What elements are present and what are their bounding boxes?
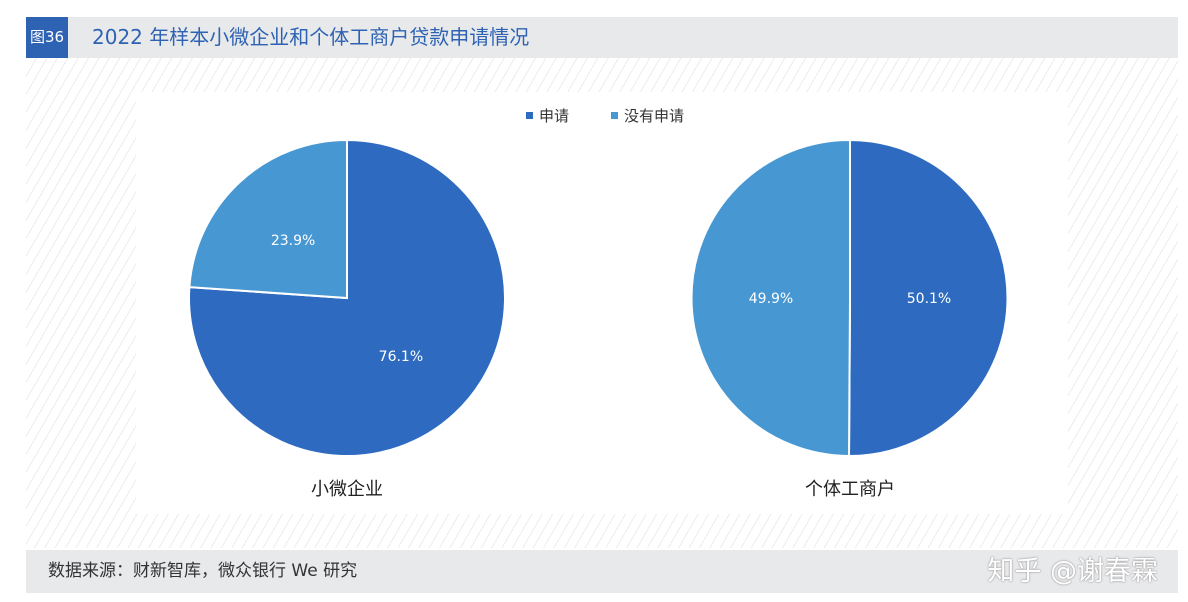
figure-number-badge: 图36	[26, 17, 68, 58]
legend-swatch	[611, 112, 618, 119]
slice-data-label: 50.1%	[907, 291, 951, 307]
legend-swatch	[526, 112, 533, 119]
legend-label: 没有申请	[624, 107, 684, 125]
pie-title: 小微企业	[311, 479, 383, 500]
slice-data-label: 23.9%	[271, 233, 315, 249]
pie-slice	[188, 138, 348, 300]
pie-charts: 申请 没有申请 76.1% 23.9% 小微企业 50.1% 49.9% 个体工商户	[188, 107, 1009, 500]
chart-area: 申请 没有申请 76.1% 23.9% 小微企业 50.1% 49.9% 个体工商户	[26, 58, 1178, 548]
slice-data-label: 49.9%	[749, 291, 793, 307]
figure-title: 2022 年样本小微企业和个体工商户贷款申请情况	[92, 25, 530, 49]
plot-area: 申请 没有申请 76.1% 23.9% 小微企业 50.1% 49.9% 个体工商户	[136, 92, 1068, 514]
pie-slice	[848, 138, 1009, 458]
figure-header: 图36 2022 年样本小微企业和个体工商户贷款申请情况	[26, 17, 1178, 58]
legend-label: 申请	[539, 107, 569, 125]
figure-footer: 数据来源：财新智库，微众银行 We 研究 知乎 @谢春霖	[26, 550, 1178, 593]
pie-slice	[690, 138, 851, 458]
slice-data-label: 76.1%	[379, 349, 423, 365]
data-source: 数据来源：财新智库，微众银行 We 研究	[48, 561, 358, 581]
watermark: 知乎 @谢春霖	[987, 556, 1158, 587]
pie-title: 个体工商户	[805, 479, 895, 500]
